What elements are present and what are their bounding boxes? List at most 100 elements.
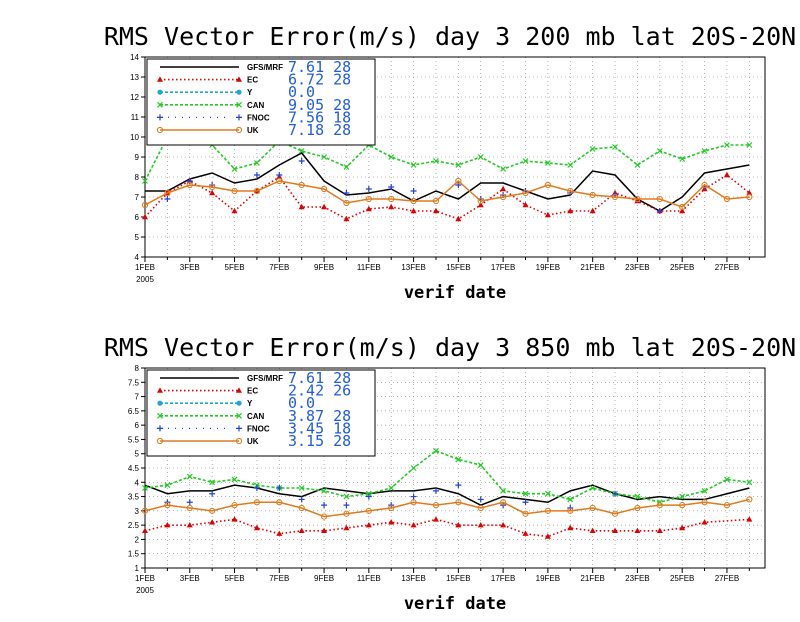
series-line: [144, 449, 750, 504]
x-tick-label: 7FEB: [269, 574, 289, 583]
point-marker: [455, 499, 462, 506]
point-marker: [156, 437, 164, 445]
point-marker: [410, 207, 417, 214]
point-marker: [589, 146, 596, 152]
point-marker: [433, 158, 439, 164]
point-marker: [522, 189, 529, 197]
point-marker: [186, 178, 193, 184]
y-tick-label: 8: [135, 173, 140, 182]
point-marker: [186, 473, 193, 480]
point-marker: [142, 213, 148, 220]
point-marker: [343, 493, 350, 500]
point-marker: [611, 193, 619, 201]
point-marker: [612, 527, 619, 534]
series-line: [144, 179, 750, 208]
point-marker: [746, 496, 753, 503]
y-tick-label: 3: [135, 507, 140, 516]
point-marker: [500, 166, 507, 172]
x-tick-label: 19FEB: [536, 574, 560, 583]
point-marker: [656, 208, 663, 214]
point-marker: [388, 485, 395, 491]
x-tick-label: 7FEB: [269, 263, 289, 272]
x-tick-label: 13FEB: [401, 574, 425, 583]
x-tick-label: 25FEB: [670, 263, 694, 272]
point-marker: [544, 181, 551, 189]
point-marker: [236, 400, 242, 406]
point-marker: [656, 148, 663, 154]
point-marker: [611, 510, 619, 517]
x-tick-label: 17FEB: [491, 574, 515, 583]
point-marker: [477, 154, 484, 160]
x-axis-label: verif date: [404, 594, 506, 614]
legend-label: CAN: [247, 101, 265, 110]
point-marker: [209, 490, 216, 497]
point-marker: [634, 504, 641, 512]
point-marker: [253, 485, 260, 491]
point-marker: [544, 507, 551, 514]
point-marker: [276, 499, 283, 506]
x-tick-label: 15FEB: [446, 263, 470, 272]
y-tick-label: 14: [130, 53, 139, 62]
point-marker: [236, 114, 242, 121]
legend-stat: 9.05 28: [288, 96, 351, 114]
legend-stat: 2.42 26: [288, 382, 351, 400]
chart-2: RMS Vector Error(m/s) day 3 850 mb lat 2…: [104, 333, 796, 614]
legend-entry: FNOC 7.56 18: [157, 108, 351, 126]
legend-entry: UK 7.18 28: [156, 121, 351, 139]
point-marker: [410, 499, 417, 506]
point-marker: [156, 126, 164, 134]
legend-stat: 0.0: [288, 394, 315, 412]
point-marker: [157, 400, 163, 406]
point-marker: [388, 504, 395, 512]
x-tick-label: 13FEB: [401, 263, 425, 272]
point-marker: [231, 502, 238, 509]
x-tick-label: 23FEB: [625, 263, 649, 272]
point-marker: [522, 201, 529, 208]
y-tick-label: 1.5: [128, 550, 140, 559]
legend-stat: 7.18 28: [288, 121, 351, 139]
point-marker: [209, 183, 216, 191]
y-tick-label: 7: [135, 393, 140, 402]
y-tick-label: 12: [130, 93, 139, 102]
point-marker: [343, 164, 350, 170]
x-tick-label: 19FEB: [536, 263, 560, 272]
point-marker: [612, 490, 619, 497]
point-marker: [164, 196, 171, 202]
legend-entry: Y 0.0: [157, 394, 315, 412]
legend-label: UK: [247, 437, 259, 446]
point-marker: [231, 476, 238, 483]
point-marker: [231, 516, 238, 522]
point-marker: [388, 184, 395, 190]
point-marker: [298, 158, 305, 164]
y-tick-label: 7: [135, 193, 140, 202]
legend-entry: GFS/MRF 7.61 28: [160, 369, 351, 387]
point-marker: [343, 510, 350, 517]
series-gfs-mrf: [145, 152, 750, 212]
point-marker: [679, 502, 686, 509]
point-marker: [410, 465, 417, 471]
point-marker: [164, 482, 171, 489]
point-marker: [634, 527, 641, 534]
point-marker: [236, 425, 242, 432]
x-tick-label: 5FEB: [225, 574, 245, 583]
point-marker: [164, 502, 171, 509]
legend-entry: CAN 3.87 28: [157, 407, 351, 425]
x-tick-label: 21FEB: [580, 263, 604, 272]
series-line: [144, 121, 750, 182]
point-marker: [298, 485, 305, 491]
legend-stat: 3.87 28: [288, 407, 351, 425]
x-axis-label: verif date: [404, 283, 506, 303]
legend-stat: 7.56 18: [288, 108, 351, 126]
legend-entry: CAN 9.05 28: [157, 96, 351, 114]
x-tick-label: 5FEB: [225, 263, 245, 272]
point-marker: [186, 181, 193, 189]
series-gfs-mrf: [144, 484, 750, 506]
point-marker: [186, 499, 193, 506]
legend-label: Y: [247, 88, 253, 97]
y-tick-label: 6: [135, 213, 140, 222]
point-marker: [723, 502, 731, 509]
point-marker: [589, 191, 596, 199]
point-marker: [634, 493, 641, 500]
